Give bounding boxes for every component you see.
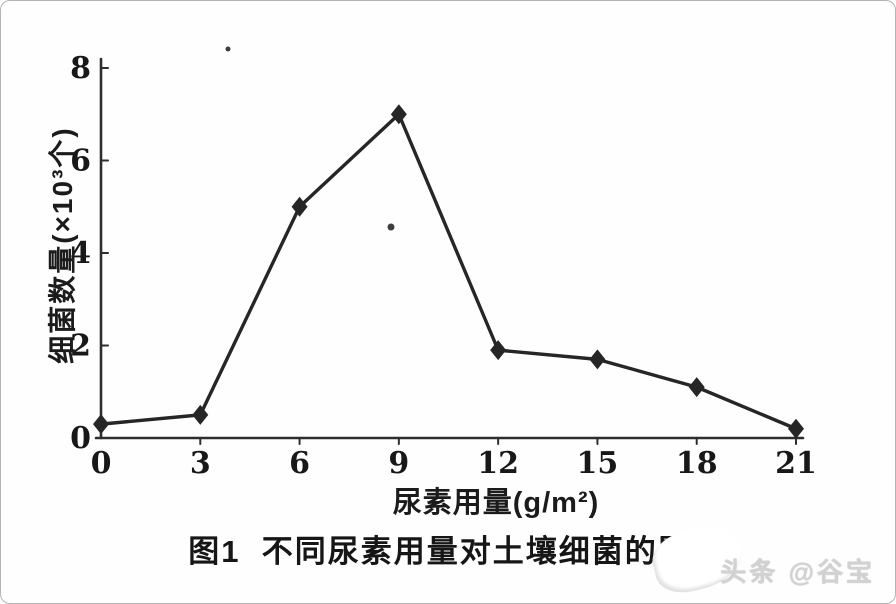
data-line <box>100 112 797 431</box>
x-tick-label: 9 <box>388 446 409 481</box>
data-point-marker <box>788 418 804 439</box>
figure-caption: 图1 不同尿素用量对土壤细菌的影响 <box>188 534 724 569</box>
x-tick-label: 15 <box>577 446 619 481</box>
data-point-marker <box>688 377 705 398</box>
x-tick-label: 18 <box>676 446 718 481</box>
data-point-marker <box>93 414 109 435</box>
y-tick-label: 4 <box>70 236 91 271</box>
y-tick-label: 8 <box>70 51 91 86</box>
x-tick-label: 3 <box>190 446 211 481</box>
y-tick-label: 0 <box>70 421 91 456</box>
data-point-marker <box>390 104 407 125</box>
data-point-marker <box>291 196 308 217</box>
scan-speckle <box>225 46 231 52</box>
y-tick-label: 6 <box>70 144 91 179</box>
y-tick-label: 2 <box>70 329 91 364</box>
scan-speckle <box>387 223 395 231</box>
x-tick-label: 12 <box>477 446 519 481</box>
watermark: 头条 @谷宝 <box>720 557 875 587</box>
data-point-marker <box>192 404 209 425</box>
data-point-marker <box>589 349 606 370</box>
data-point-marker <box>490 340 507 361</box>
y-axis-label: 细菌数量(×10³个) <box>47 126 78 364</box>
x-tick-label: 6 <box>289 446 310 481</box>
x-tick-label: 21 <box>775 446 817 481</box>
x-axis-label: 尿素用量(g/m²) <box>392 487 600 519</box>
x-tick-label: 0 <box>91 446 112 481</box>
